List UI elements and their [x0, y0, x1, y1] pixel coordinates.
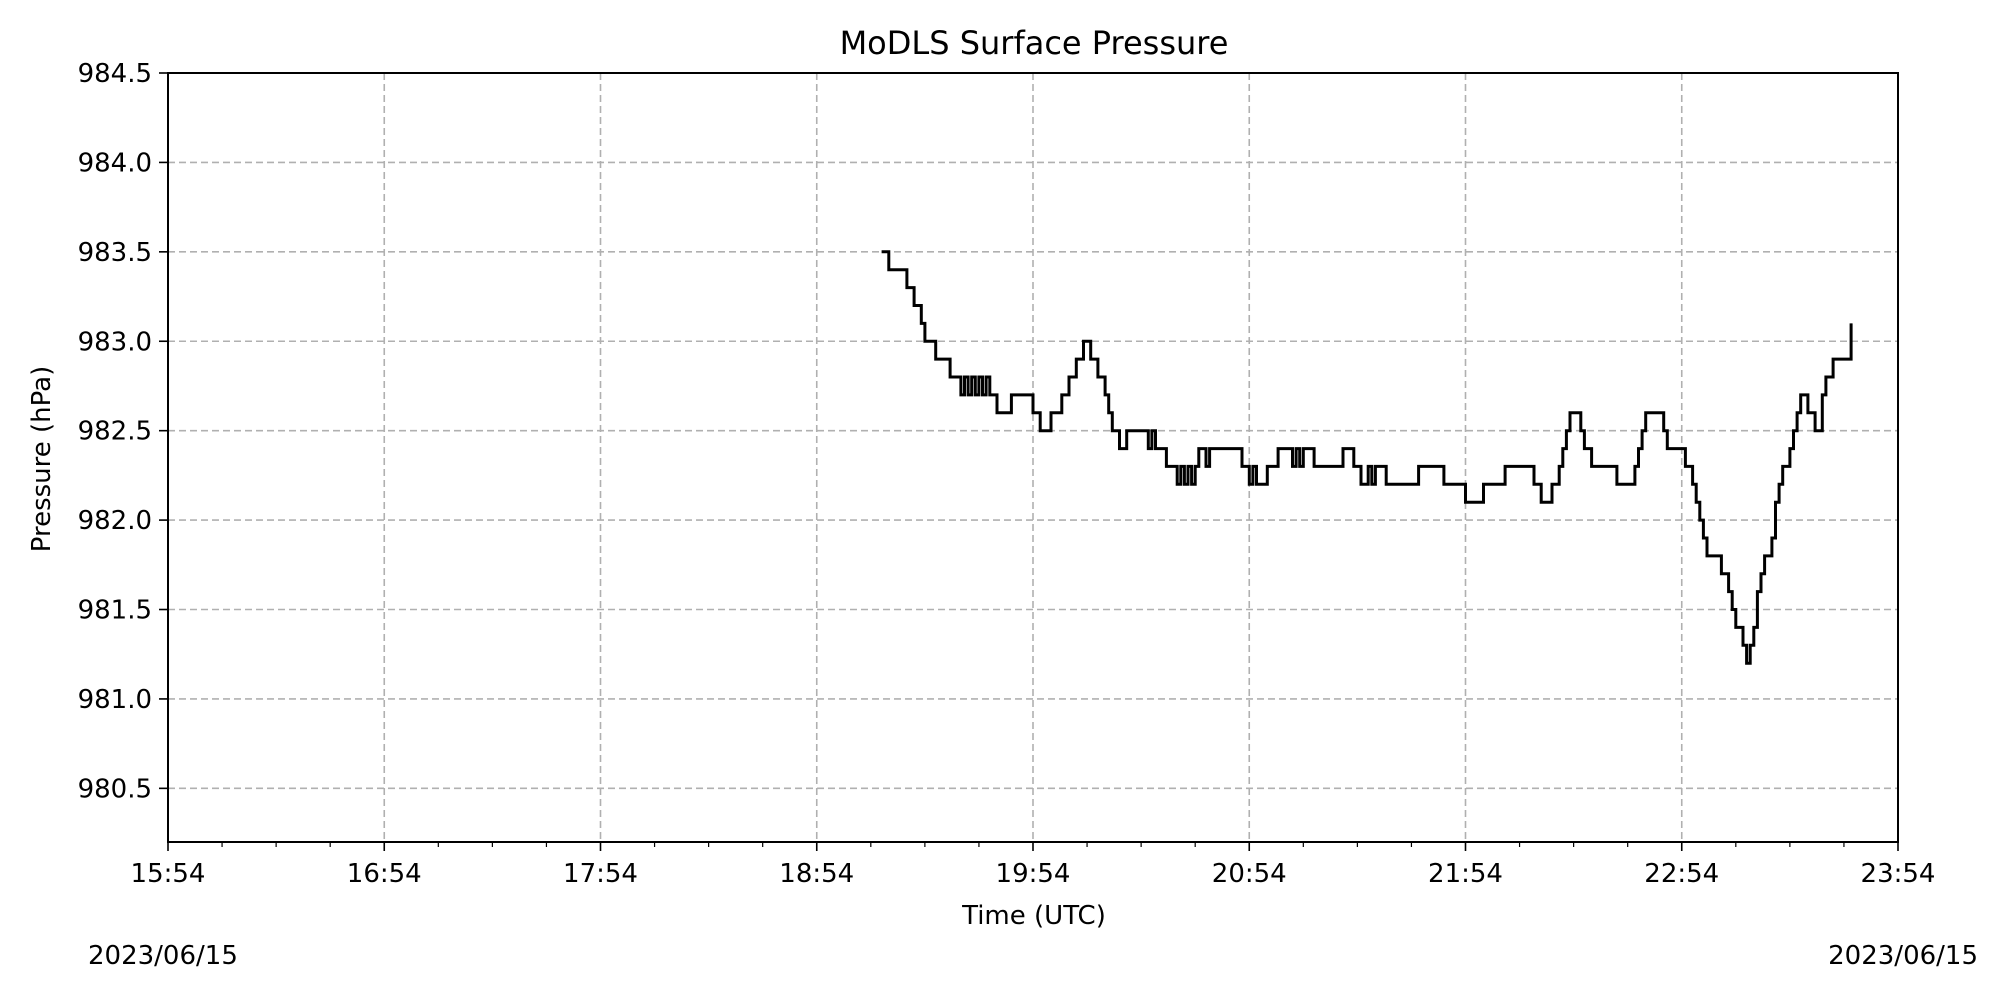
- x-axis-label: Time (UTC): [961, 901, 1106, 931]
- x-tick-label: 17:54: [563, 859, 638, 889]
- y-tick-label: 983.5: [78, 238, 152, 268]
- y-tick-label: 982.0: [78, 506, 152, 536]
- y-tick-label: 984.5: [78, 59, 152, 89]
- series-layer: [881, 250, 1853, 665]
- x-tick-label: 15:54: [131, 859, 206, 889]
- x-tick-label: 21:54: [1428, 859, 1503, 889]
- y-tick-label: 981.0: [78, 685, 152, 715]
- pressure-series-line: [881, 250, 1853, 665]
- y-axis-label: Pressure (hPa): [27, 366, 57, 553]
- end-date-label: 2023/06/15: [1828, 941, 1978, 971]
- x-tick-label: 22:54: [1644, 859, 1719, 889]
- x-tick-label: 20:54: [1212, 859, 1287, 889]
- chart-title: MoDLS Surface Pressure: [840, 24, 1229, 62]
- y-tick-label: 982.5: [78, 417, 152, 447]
- y-tick-label: 984.0: [78, 148, 152, 178]
- x-tick-label: 18:54: [779, 859, 854, 889]
- x-axis-ticks: 15:54 16:54 17:54 18:54 19:54 20:54 21:54 22:54…: [131, 842, 1936, 889]
- start-date-label: 2023/06/15: [88, 941, 238, 971]
- y-tick-label: 980.5: [78, 774, 152, 804]
- x-tick-label: 19:54: [996, 859, 1071, 889]
- x-tick-label: 16:54: [347, 859, 422, 889]
- x-tick-label: 23:54: [1861, 859, 1936, 889]
- y-axis-ticks: 980.5 981.0 981.5 982.0 982.5 983.0 983.5 984.0…: [78, 59, 168, 804]
- y-tick-label: 983.0: [78, 327, 152, 357]
- y-tick-label: 981.5: [78, 596, 152, 626]
